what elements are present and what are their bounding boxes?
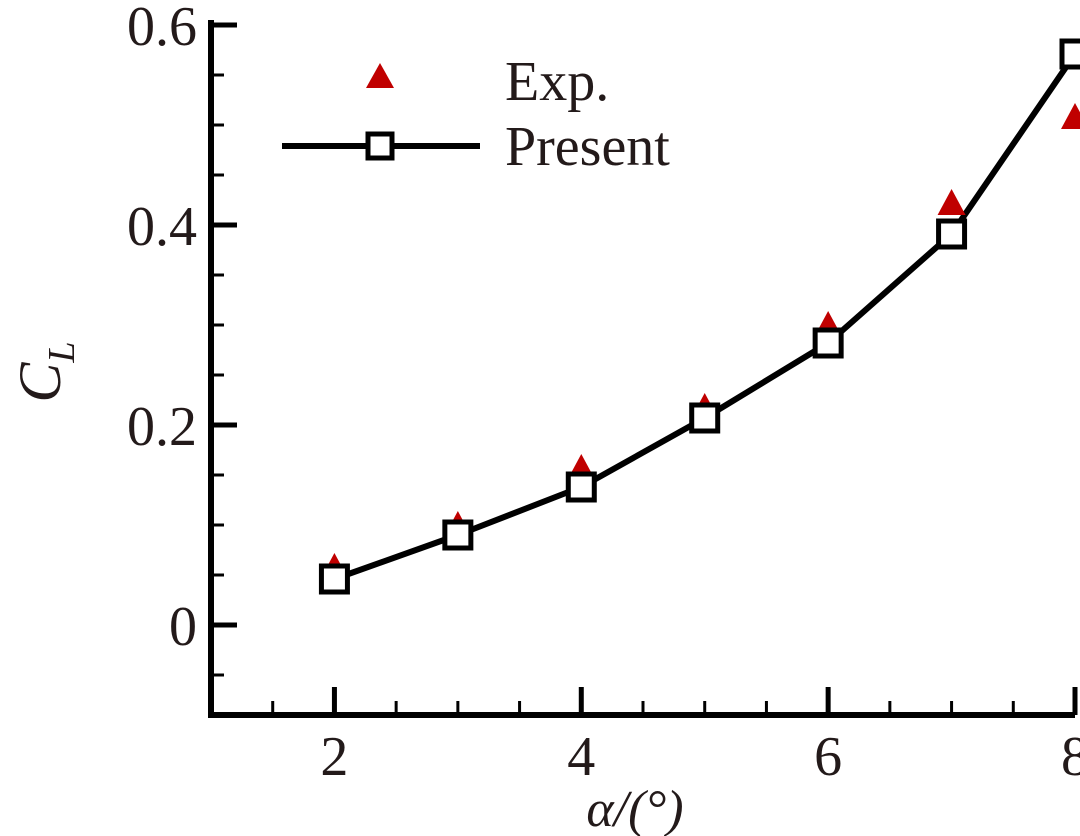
x-tick-label: 4 <box>567 726 595 788</box>
series-markers <box>318 38 1080 595</box>
legend: Exp. Present <box>282 51 670 178</box>
present-point <box>318 563 350 595</box>
present-point <box>936 218 968 250</box>
x-tick-label: 8 <box>1061 726 1080 788</box>
exp-point <box>1061 103 1080 129</box>
x-ticks: 2 4 6 8 <box>271 687 1080 788</box>
present-point <box>1059 38 1080 70</box>
present-point <box>689 402 721 434</box>
y-tick-label: 0.2 <box>127 396 197 458</box>
legend-exp-marker <box>366 63 394 88</box>
series-present-line <box>333 52 1078 582</box>
legend-present-marker <box>365 131 395 161</box>
y-tick-label: 0 <box>169 596 197 658</box>
x-axis-title: α/(°) <box>586 781 683 836</box>
x-tick-label: 6 <box>814 726 842 788</box>
exp-point <box>937 189 966 215</box>
y-axis-title: CL <box>7 341 83 402</box>
y-ticks: 0 0.2 0.4 0.6 <box>127 0 237 677</box>
present-point <box>442 519 474 551</box>
present-point <box>565 471 597 503</box>
series-present-line-group <box>333 52 1078 582</box>
y-tick-label: 0.4 <box>127 196 197 258</box>
x-tick-label: 2 <box>320 726 348 788</box>
legend-exp-label: Exp. <box>505 51 609 113</box>
y-tick-label: 0.6 <box>127 0 197 58</box>
present-point <box>812 327 844 359</box>
legend-present-label: Present <box>505 116 670 178</box>
